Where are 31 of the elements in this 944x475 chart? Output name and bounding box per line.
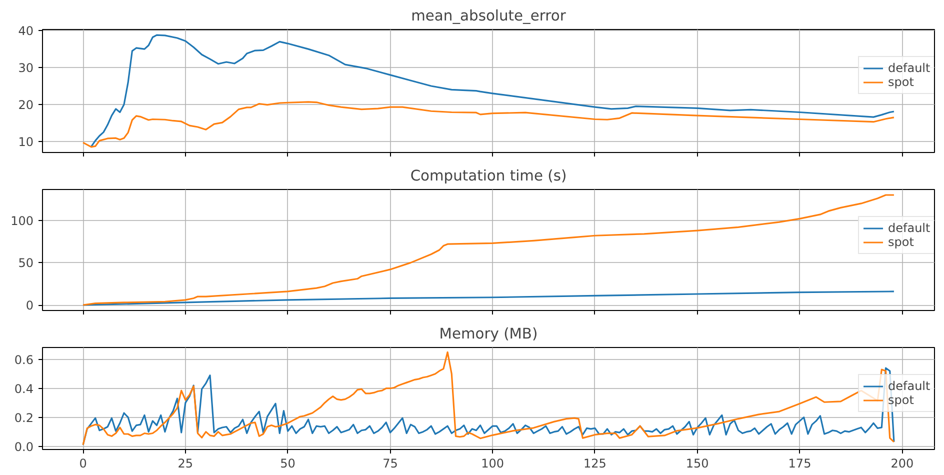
y-tick-label: 40	[18, 24, 34, 38]
legend-label: default	[888, 221, 930, 235]
x-tick-label: 25	[178, 456, 194, 470]
y-tick-label: 30	[18, 61, 34, 76]
y-tick-label: 100	[10, 214, 34, 228]
y-tick-label: 0.2	[14, 410, 34, 425]
x-tick-label: 125	[584, 456, 606, 470]
chart-title: Computation time (s)	[410, 168, 567, 184]
y-tick-label: 20	[18, 98, 34, 112]
chart-title: Memory (MB)	[439, 326, 538, 342]
y-tick-label: 10	[18, 134, 34, 149]
x-tick-label: 200	[890, 456, 914, 470]
x-tick-label: 50	[280, 456, 296, 470]
line-series	[82, 101, 895, 148]
x-tick-label: 100	[481, 456, 504, 470]
legend-label: default	[888, 379, 930, 393]
legend-label: spot	[888, 393, 914, 407]
legend-label: spot	[888, 235, 914, 249]
y-tick-label: 0	[26, 298, 34, 312]
y-tick-label: 50	[18, 256, 34, 270]
y-tick-label: 0.6	[14, 352, 34, 367]
legend-label: spot	[888, 75, 914, 89]
chart-title: mean_absolute_error	[411, 8, 567, 24]
x-tick-label: 175	[788, 456, 812, 470]
line-series	[82, 290, 895, 306]
x-tick-label: 75	[382, 456, 398, 470]
y-tick-label: 0.0	[14, 440, 34, 454]
y-tick-label: 0.4	[14, 382, 34, 396]
x-tick-label: 0	[79, 456, 87, 470]
x-tick-label: 150	[686, 456, 709, 470]
legend-label: default	[888, 61, 930, 75]
